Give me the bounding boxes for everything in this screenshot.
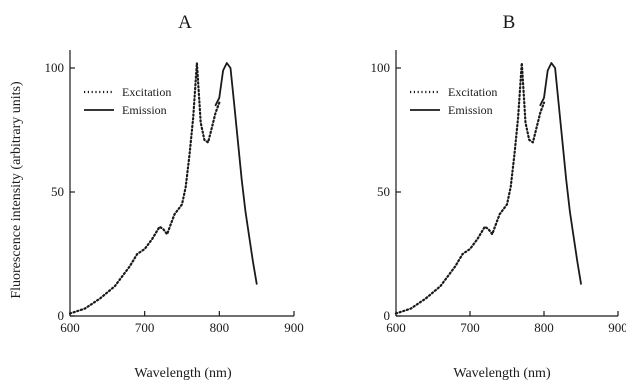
- legend-label: Emission: [448, 103, 493, 117]
- x-axis-label: Wavelength (nm): [453, 366, 551, 381]
- y-tick-label: 50: [377, 184, 390, 199]
- x-tick-label: 700: [460, 320, 480, 335]
- x-tick-label: 600: [60, 320, 80, 335]
- series-line-excitation: [394, 61, 546, 315]
- y-tick-label: 100: [45, 60, 65, 75]
- legend-label: Excitation: [448, 85, 497, 99]
- x-tick-label: 800: [210, 320, 230, 335]
- x-tick-label: 900: [284, 320, 304, 335]
- legend-label: Excitation: [122, 85, 171, 99]
- chart-panel-b: B Wavelength (nm) 600 700 800 900 0 50 100 Exci…: [371, 12, 626, 381]
- chart-panel-a: A Wavelength (nm) 600 700 800 900 0 50 100 Exci…: [45, 12, 304, 381]
- y-tick-label: 0: [58, 308, 65, 323]
- legend-label: Emission: [122, 103, 167, 117]
- panel-title: B: [503, 12, 516, 33]
- x-tick-label: 600: [386, 320, 406, 335]
- x-tick-label: 900: [608, 320, 626, 335]
- x-tick-label: 800: [534, 320, 554, 335]
- x-tick-label: 700: [135, 320, 155, 335]
- series-line-emission: [214, 62, 258, 285]
- y-tick-label: 0: [384, 308, 391, 323]
- series-line-emission: [539, 62, 582, 285]
- y-axis-label: Fluorescence intensity (arbitrary units): [9, 81, 24, 299]
- x-axis-label: Wavelength (nm): [134, 366, 232, 381]
- panel-title: A: [178, 12, 192, 33]
- y-tick-label: 50: [51, 184, 64, 199]
- y-tick-label: 100: [371, 60, 391, 75]
- series-line-excitation: [68, 61, 221, 315]
